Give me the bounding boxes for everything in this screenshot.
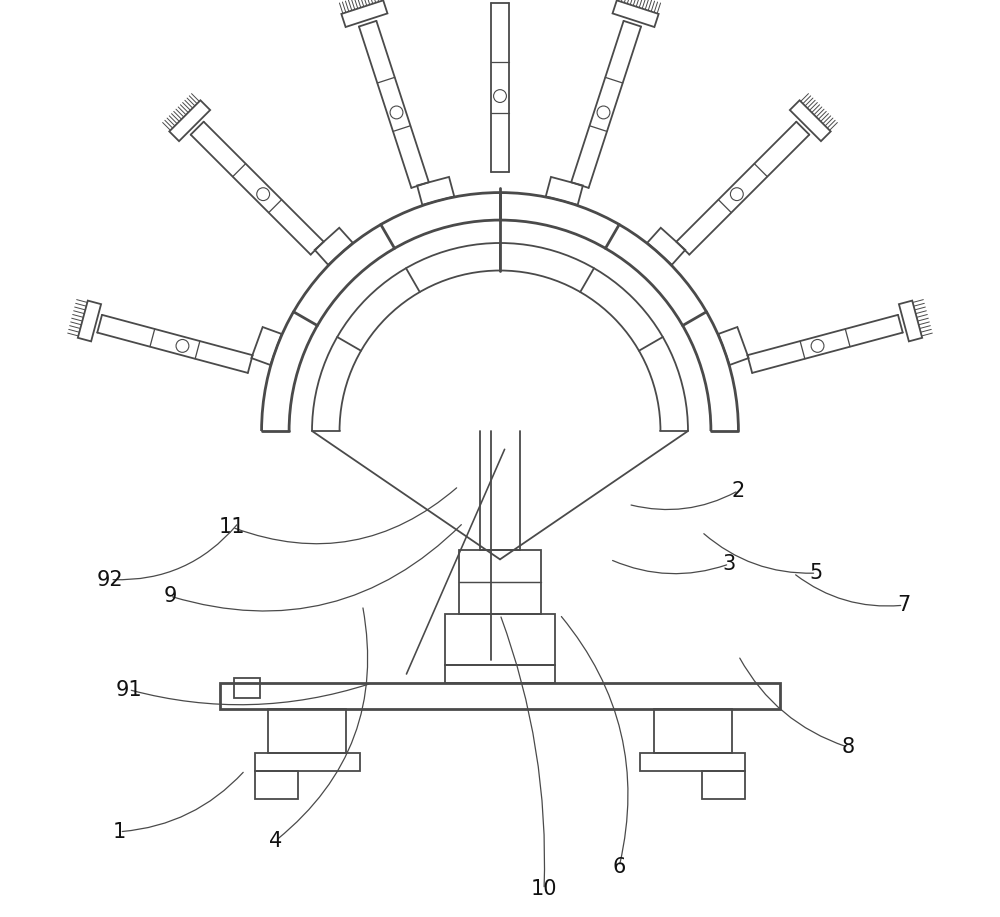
Bar: [255, 771, 298, 799]
Text: 2: 2: [732, 481, 745, 501]
Bar: [445, 665, 555, 683]
Text: 3: 3: [723, 554, 736, 574]
Bar: [702, 771, 745, 799]
Text: 7: 7: [897, 595, 910, 615]
Text: 4: 4: [269, 831, 282, 851]
Text: 92: 92: [97, 569, 124, 590]
Bar: [234, 678, 260, 698]
Bar: [459, 550, 541, 614]
Bar: [268, 709, 346, 753]
Text: 11: 11: [219, 517, 245, 537]
Text: 5: 5: [810, 563, 823, 583]
Bar: [220, 683, 780, 709]
Bar: [654, 709, 732, 753]
Text: 9: 9: [163, 586, 177, 606]
Text: 6: 6: [613, 856, 626, 877]
Text: 91: 91: [115, 679, 142, 700]
Bar: [255, 753, 360, 771]
Text: 1: 1: [113, 822, 126, 842]
Bar: [640, 753, 745, 771]
Text: 8: 8: [842, 737, 855, 757]
Bar: [445, 614, 555, 665]
Text: 10: 10: [531, 879, 557, 900]
